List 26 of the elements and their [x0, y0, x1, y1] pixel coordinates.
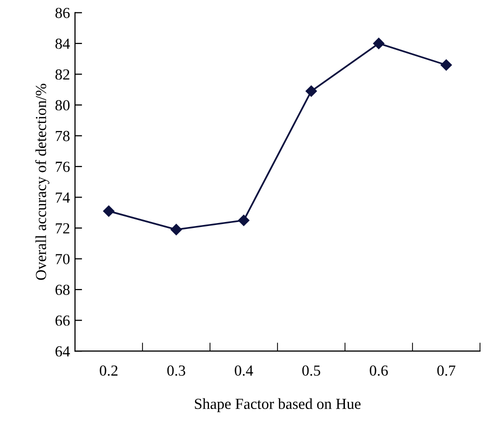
point — [103, 206, 114, 217]
y-axis-title: Overall accuracy of detection/% — [35, 84, 50, 280]
y-tick-label: 86 — [55, 8, 70, 18]
x-tick-label: 0.3 — [167, 365, 186, 376]
point — [238, 214, 250, 226]
y-tick-label: 80 — [55, 100, 70, 110]
y-tick-label: 76 — [56, 162, 70, 172]
x-tick-label: 0.7 — [437, 365, 456, 376]
point — [373, 38, 384, 50]
x-tick-label: 0.5 — [302, 365, 320, 376]
y-tick-label: 74 — [56, 192, 70, 203]
y-tick-label: 84 — [55, 38, 70, 49]
y-tick-label: 70 — [56, 254, 70, 264]
x-tick-label: 0.2 — [100, 365, 118, 376]
y-tick-label: 78 — [56, 130, 70, 142]
x-axis-title: Shape Factor based on Hue — [194, 398, 361, 412]
x-tick-label: 0.6 — [370, 365, 388, 376]
y-tick-label: 66 — [56, 316, 70, 326]
y-tick-label: 68 — [56, 284, 70, 296]
y-tick-label: 82 — [55, 69, 70, 80]
x-tick-label: 0.4 — [234, 365, 254, 376]
point — [306, 86, 317, 97]
y-tick-label: 72 — [56, 223, 70, 234]
point — [440, 59, 452, 71]
point — [170, 224, 182, 236]
y-tick-label: 64 — [56, 346, 70, 357]
